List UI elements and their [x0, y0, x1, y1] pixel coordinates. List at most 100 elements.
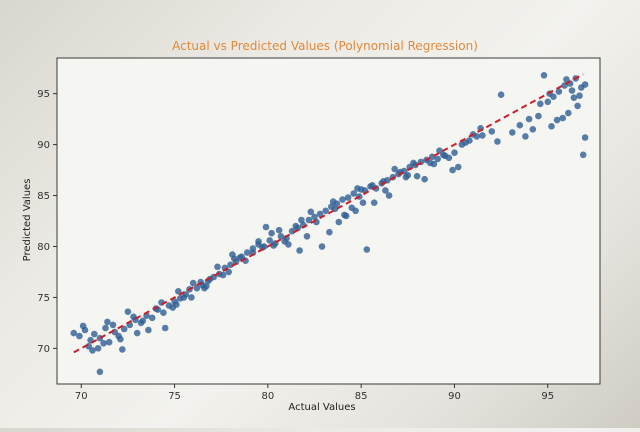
data-point: [76, 332, 83, 340]
y-tick-label: 95: [37, 89, 50, 100]
data-point: [576, 92, 583, 99]
data-point: [509, 129, 516, 136]
data-point: [160, 309, 167, 317]
data-point: [180, 294, 188, 301]
data-point: [563, 76, 570, 83]
data-point: [117, 335, 124, 343]
data-point: [436, 147, 443, 154]
data-point: [441, 152, 449, 160]
data-point: [344, 194, 352, 201]
data-point: [79, 322, 87, 330]
data-point: [189, 279, 197, 287]
y-tick-label: 75: [37, 293, 50, 304]
reference-line-layer: [73, 73, 584, 354]
x-tick-label: 75: [168, 391, 181, 402]
y-axis-label: Predicted Values: [22, 179, 33, 262]
data-point: [544, 98, 552, 106]
data-point: [311, 213, 318, 221]
data-point: [298, 216, 305, 224]
data-point: [559, 114, 566, 122]
data-point: [244, 249, 251, 256]
data-point: [488, 128, 496, 135]
data-point: [145, 326, 152, 334]
data-point: [225, 268, 232, 276]
data-point: [516, 121, 524, 129]
data-point: [277, 233, 285, 240]
x-axis-ticks: 70 75 80 85 90 95: [75, 384, 554, 402]
data-point: [451, 149, 458, 156]
chart-title: Actual vs Predicted Values (Polynomial R…: [172, 39, 478, 53]
data-point: [102, 324, 109, 332]
data-point: [391, 165, 399, 173]
data-point: [303, 233, 311, 240]
data-point: [96, 368, 104, 376]
reference-line: [73, 73, 584, 354]
data-point: [104, 318, 111, 326]
data-point: [173, 301, 180, 308]
data-point: [410, 159, 417, 167]
data-point: [119, 346, 126, 353]
data-point: [354, 185, 361, 192]
data-point: [335, 218, 343, 226]
data-point: [581, 81, 589, 88]
data-point: [462, 139, 469, 146]
data-point: [259, 244, 266, 251]
data-point: [565, 109, 572, 117]
data-point: [124, 308, 132, 316]
data-point: [350, 190, 358, 197]
data-point: [219, 271, 227, 279]
data-point: [568, 87, 576, 94]
data-point: [341, 211, 348, 219]
x-tick-label: 80: [261, 391, 274, 402]
data-point: [305, 216, 313, 224]
data-point: [89, 347, 96, 354]
y-axis-ticks: 70 75 80 85 90 95: [37, 89, 57, 355]
data-point: [370, 199, 378, 206]
data-point: [307, 208, 315, 216]
data-point: [535, 112, 542, 120]
data-point: [193, 284, 201, 292]
data-point: [266, 237, 274, 244]
data-point: [537, 100, 544, 108]
data-point: [231, 255, 238, 262]
data-point: [430, 160, 438, 168]
data-point: [421, 175, 428, 183]
data-point: [522, 133, 529, 140]
data-point: [570, 94, 578, 101]
y-tick-label: 85: [37, 191, 50, 202]
data-point: [540, 72, 548, 79]
data-point: [120, 325, 128, 333]
data-point: [316, 210, 324, 218]
data-point: [339, 196, 346, 203]
data-point: [105, 338, 113, 346]
data-point: [548, 123, 555, 130]
data-point: [369, 182, 376, 189]
data-point: [497, 91, 505, 98]
data-point: [363, 246, 371, 253]
data-point: [352, 207, 359, 215]
data-point: [139, 317, 147, 325]
data-point: [201, 284, 208, 292]
data-point: [326, 228, 333, 236]
data-point: [413, 172, 421, 180]
points-layer: [70, 72, 589, 376]
data-point: [268, 229, 275, 237]
data-point: [175, 288, 182, 295]
x-tick-label: 90: [448, 391, 461, 402]
x-tick-label: 70: [75, 391, 88, 402]
data-point: [148, 314, 156, 322]
data-point: [281, 238, 288, 245]
data-point: [296, 247, 303, 254]
data-point: [94, 345, 102, 352]
data-point: [109, 321, 117, 329]
data-point: [329, 198, 337, 205]
data-point: [133, 329, 141, 337]
data-point: [574, 102, 581, 110]
data-point: [454, 163, 462, 171]
data-point: [529, 126, 537, 133]
y-tick-label: 70: [37, 344, 50, 355]
x-axis-label: Actual Values: [288, 402, 355, 413]
data-point: [449, 166, 456, 174]
